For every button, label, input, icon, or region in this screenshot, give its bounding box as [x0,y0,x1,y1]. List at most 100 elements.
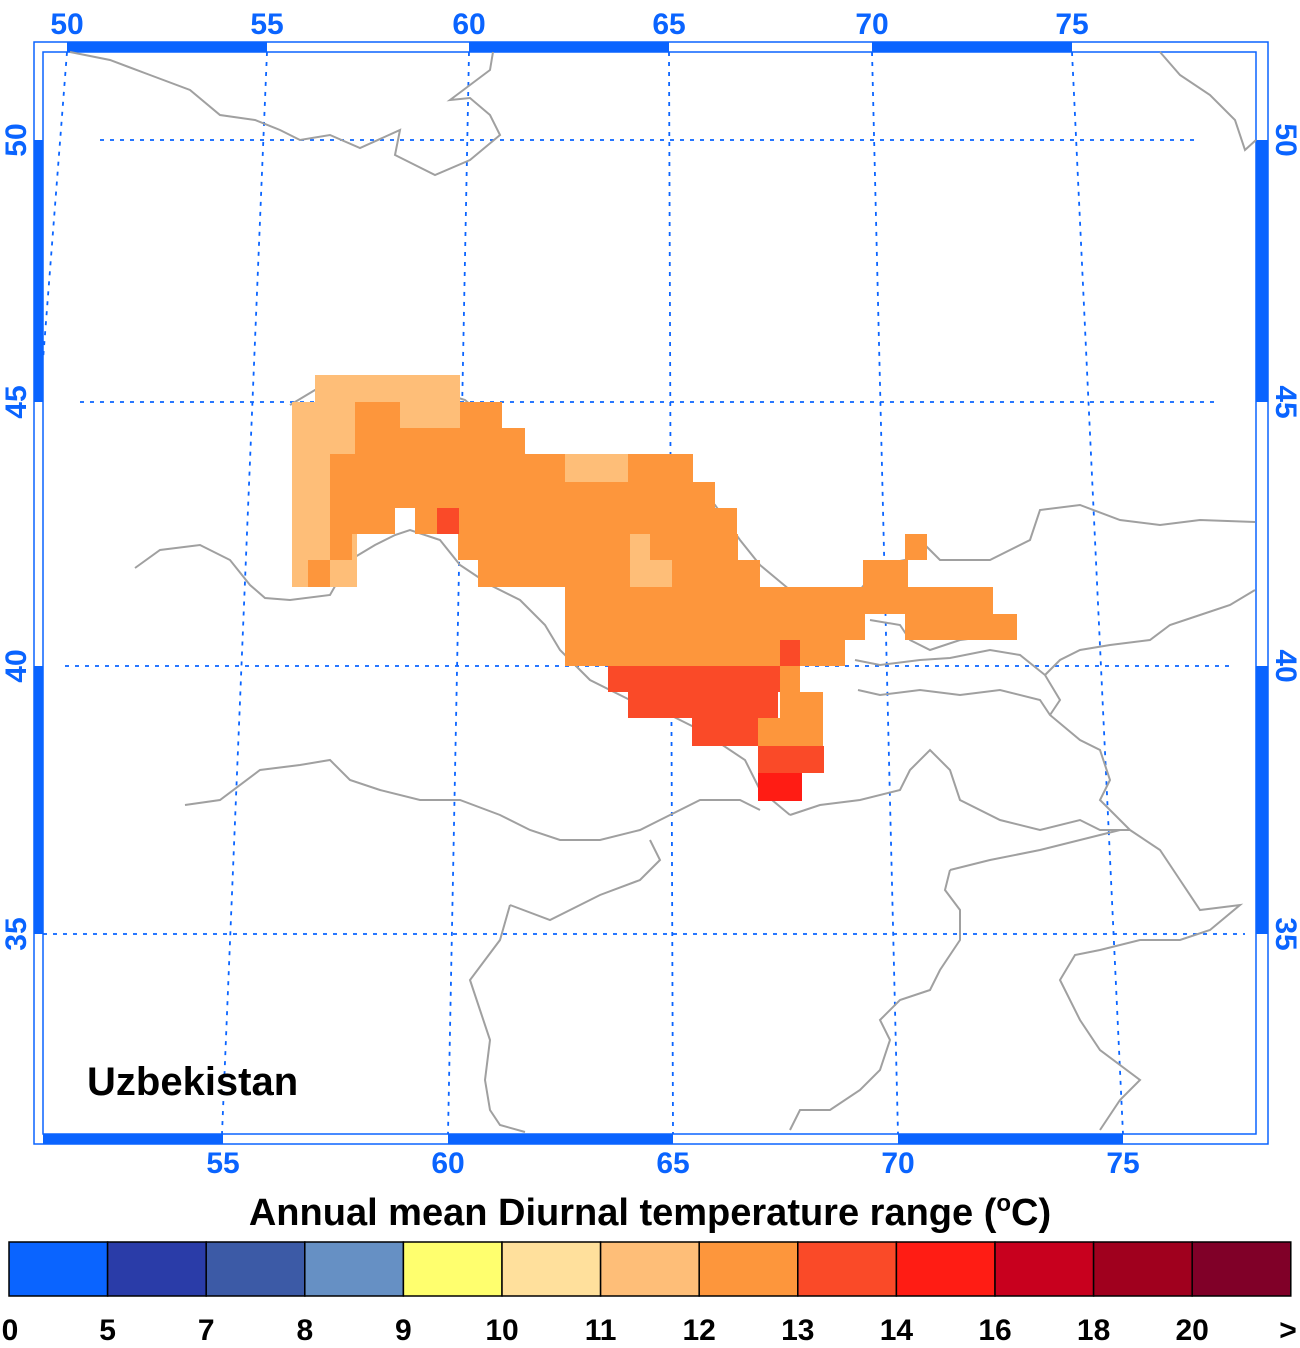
dtr-cell [628,454,693,482]
top-axis-bar [872,42,1072,52]
dtr-cell [330,508,395,534]
border-tajikistan [857,688,1131,831]
legend-swatch [304,1241,405,1297]
border-pakistan-interior [949,829,1121,871]
legend-colorbar [8,1241,1292,1297]
bottom-lon-label: 60 [431,1147,464,1180]
right-axis-bar [1256,140,1268,402]
meridian-60 [447,51,470,1135]
dtr-cell [330,482,715,508]
dtr-cell [565,587,993,614]
legend-swatch [797,1241,898,1297]
dtr-cell [460,402,502,428]
legend-swatch [501,1241,602,1297]
dtr-cell [400,402,460,428]
dtr-cell [628,692,778,718]
bottom-axis-bar [43,1134,223,1144]
dtr-cell [478,560,760,587]
dtr-cell [905,534,927,560]
legend-swatch [994,1241,1095,1297]
left-lat-label: 50 [0,123,33,156]
dtr-cell [905,614,1017,640]
top-lon-label: 55 [250,8,283,41]
legend-label: 7 [198,1314,215,1347]
legend-label: 10 [485,1314,518,1347]
top-lon-labels: 50 55 60 65 70 75 [50,8,1088,41]
meridian-55 [221,51,268,1135]
dtr-cell [630,534,650,560]
legend-label: > [1279,1314,1297,1347]
legend-label: 11 [585,1314,617,1347]
top-lon-label: 65 [652,8,685,41]
top-lon-label: 60 [452,8,485,41]
bottom-lon-label: 65 [656,1147,689,1180]
dtr-cell [315,375,460,402]
dtr-cell [780,692,823,718]
legend-label: 14 [880,1314,914,1347]
left-axis-bar [34,140,43,402]
map-title-sup: o [996,1190,1011,1217]
legend-swatch [8,1241,109,1297]
meridian-50 [42,51,68,361]
dtr-cell [608,666,780,692]
legend-label: 12 [683,1314,716,1347]
right-lat-label: 50 [1269,123,1300,156]
right-lat-label: 40 [1269,649,1300,682]
border-afghanistan-pakistan [1058,829,1244,1131]
map-title: Annual mean Diurnal temperature range (o… [249,1190,1051,1234]
right-lat-label: 35 [1269,917,1300,950]
dtr-cell [458,534,738,560]
border-kyrgyzstan-china [1044,589,1256,676]
legend-label: 20 [1176,1314,1209,1347]
left-lat-label: 40 [0,649,33,682]
legend-swatch [895,1241,996,1297]
legend-swatch [402,1241,503,1297]
legend-swatch [205,1241,306,1297]
border-kyrgyzstan-tajikistan [854,648,1062,716]
legend-label: 8 [296,1314,313,1347]
legend-label: 16 [978,1314,1011,1347]
top-lon-label: 70 [855,8,888,41]
legend-swatch [698,1241,799,1297]
legend-labels: 0 5 7 8 9 10 11 12 13 14 16 18 20 > [2,1314,1297,1347]
border-afghanistan-north [509,839,662,922]
right-lat-label: 45 [1269,385,1300,418]
dtr-cell [400,428,525,454]
legend-swatch [599,1241,700,1297]
border-afghanistan-pakistan-south [789,869,961,1131]
map-title-unit: C) [1011,1192,1051,1234]
bottom-lon-label: 55 [206,1147,239,1180]
dtr-cell [780,666,800,692]
dtr-cell [565,454,628,482]
right-lat-labels: 50 45 40 35 [1269,123,1300,950]
legend-swatch [106,1241,207,1297]
dtr-cell [758,773,802,801]
dtr-cell [437,508,459,534]
bottom-lon-label: 75 [1106,1147,1139,1180]
axis-bars [34,42,1268,1144]
bottom-axis-bar [898,1134,1123,1144]
dtr-cell [355,402,400,462]
dtr-cell [565,640,845,666]
border-iran-turkmenistan [184,758,761,841]
legend-swatch [1092,1241,1193,1297]
dtr-cell [308,560,330,587]
meridian-75 [1071,51,1124,1135]
dtr-cell [863,560,908,587]
dtr-cell [415,508,737,534]
dtr-cell [692,718,758,746]
bottom-axis-bar [448,1134,673,1144]
border-tajikistan-afghanistan [789,748,1130,832]
dtr-cell [330,454,565,482]
dtr-cell [758,746,824,773]
border-iran-afghanistan [468,904,526,1133]
top-axis-bar [67,42,267,52]
left-lat-labels: 50 45 40 35 [0,123,33,950]
left-axis-bar [34,666,43,934]
dtr-cell [565,614,865,640]
bottom-lon-label: 70 [881,1147,914,1180]
dtr-cell [780,640,800,666]
legend-swatch [1191,1241,1292,1297]
right-axis-bar [1256,666,1268,934]
